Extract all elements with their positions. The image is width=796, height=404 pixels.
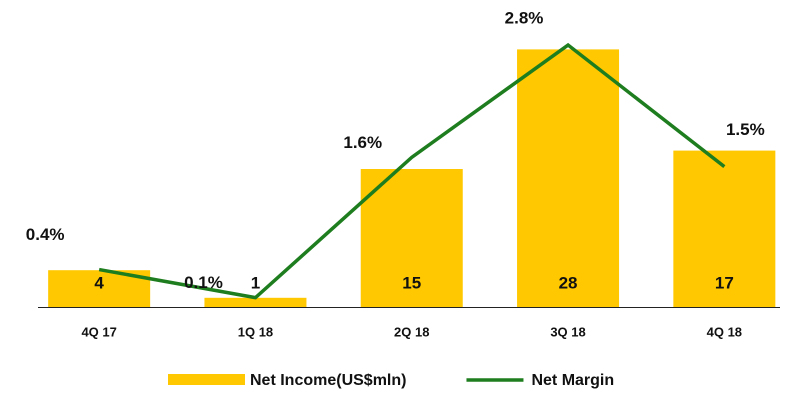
bar-value-label: 1: [251, 273, 260, 292]
x-tick-label: 1Q 18: [238, 324, 273, 339]
bar: [204, 297, 307, 307]
x-tick-label: 2Q 18: [394, 324, 429, 339]
x-tick-label: 3Q 18: [550, 324, 585, 339]
bar-value-label: 15: [402, 273, 421, 292]
legend-label: Net Income(US$mln): [250, 372, 406, 389]
bar-value-label: 28: [559, 273, 578, 292]
x-tick-label: 4Q 17: [81, 324, 116, 339]
line: [98, 42, 726, 300]
bar: [517, 49, 620, 308]
x-tick-label: 4Q 18: [707, 324, 742, 339]
bar: [360, 169, 463, 307]
line-value-label: 1.6%: [343, 133, 382, 152]
bar: [673, 150, 776, 307]
bar-value-label: 17: [715, 273, 734, 292]
legend-label: Net Margin: [531, 372, 614, 389]
line-value-label: 1.5%: [726, 120, 765, 139]
line-value-label: 0.1%: [184, 273, 223, 292]
bar-value-label: 4: [94, 273, 104, 292]
line-value-label: 2.8%: [505, 9, 544, 28]
line-value-label: 0.4%: [26, 225, 65, 244]
legend-swatch: [168, 374, 245, 385]
